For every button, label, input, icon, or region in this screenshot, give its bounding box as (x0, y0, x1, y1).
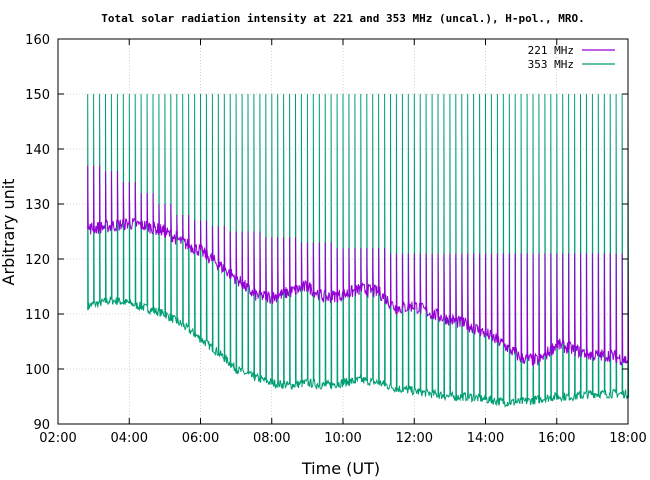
y-axis-ticks: 90 100 110 120 130 140 150 160 (25, 33, 628, 433)
legend-label-221: 221 MHz (528, 44, 574, 57)
y-tick-label: 130 (25, 198, 50, 213)
y-tick-label: 110 (25, 308, 50, 323)
x-tick-label: 08:00 (253, 431, 290, 446)
y-tick-label: 90 (33, 418, 50, 433)
series-353mhz (87, 93, 630, 408)
y-axis-label: Arbitrary unit (0, 179, 18, 286)
x-tick-label: 10:00 (324, 431, 361, 446)
x-tick-label: 16:00 (538, 431, 575, 446)
y-tick-label: 160 (25, 33, 50, 48)
y-tick-label: 140 (25, 143, 50, 158)
x-tick-label: 12:00 (396, 431, 433, 446)
x-tick-label: 14:00 (467, 431, 504, 446)
y-tick-label: 120 (25, 253, 50, 268)
x-tick-label: 18:00 (609, 431, 646, 446)
series-line (87, 165, 630, 367)
x-axis-label: Time (UT) (301, 459, 380, 478)
y-tick-label: 100 (25, 363, 50, 378)
series-221mhz (87, 165, 630, 367)
chart-title: Total solar radiation intensity at 221 a… (101, 12, 584, 25)
legend: 221 MHz 353 MHz (528, 44, 615, 71)
legend-label-353: 353 MHz (528, 58, 574, 71)
x-tick-label: 06:00 (182, 431, 219, 446)
x-axis-ticks: 02:00 04:00 06:00 08:00 10:00 12:00 14:00 16:00… (39, 39, 647, 446)
x-tick-label: 04:00 (111, 431, 148, 446)
x-tick-label: 02:00 (39, 431, 76, 446)
y-tick-label: 150 (25, 88, 50, 103)
series-line (87, 93, 630, 408)
